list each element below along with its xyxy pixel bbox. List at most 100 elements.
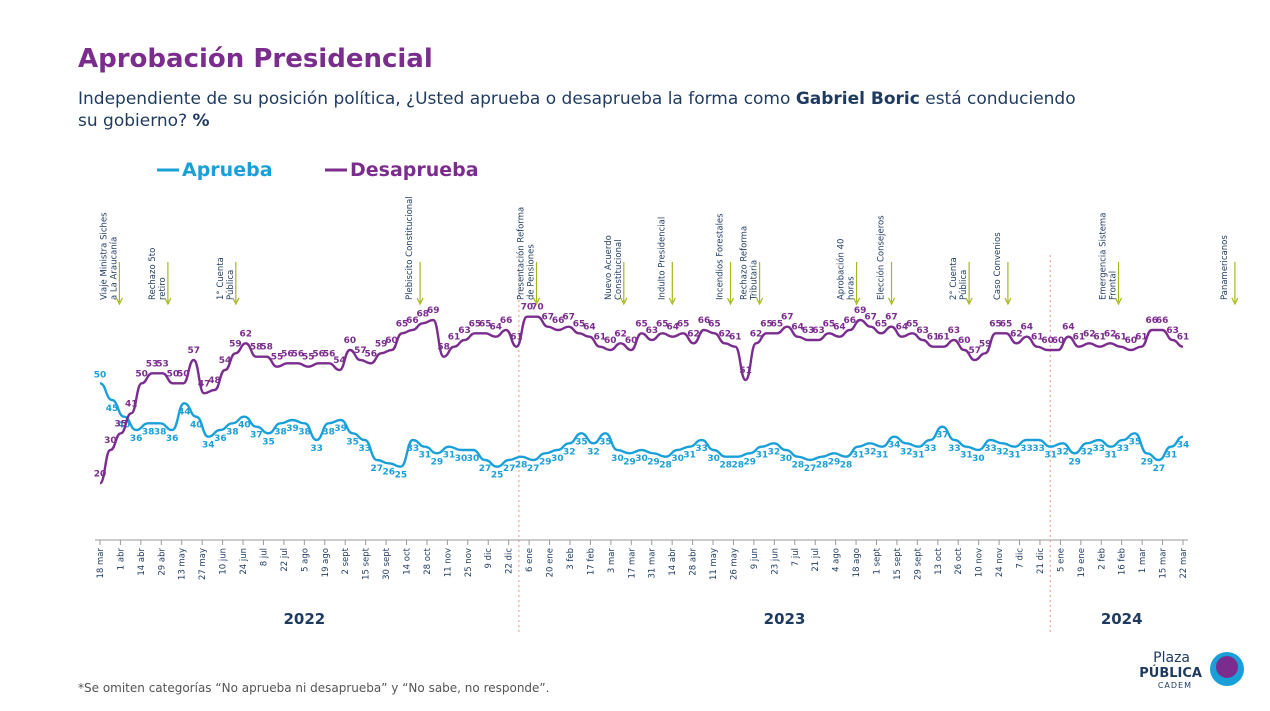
data-label-desaprueba: 64 <box>666 323 679 333</box>
event-label: retiro <box>158 277 168 300</box>
x-tick-label: 22 mar <box>1179 548 1189 579</box>
data-label-desaprueba: 65 <box>708 319 721 329</box>
data-label-desaprueba: 59 <box>979 339 992 349</box>
x-tick-label: 25 nov <box>464 548 474 577</box>
year-label: 2024 <box>1101 610 1143 628</box>
data-label-desaprueba: 63 <box>1166 326 1179 336</box>
data-label-aprueba: 37 <box>250 431 263 441</box>
data-label-aprueba: 32 <box>563 447 576 457</box>
x-tick-label: 10 jun <box>219 548 229 575</box>
data-label-desaprueba: 47 <box>198 379 211 389</box>
data-label-aprueba: 35 <box>1129 437 1142 447</box>
event-label: Emergencia Sistema <box>1099 213 1109 300</box>
data-label-aprueba: 50 <box>94 370 107 380</box>
data-label-aprueba: 33 <box>1032 444 1045 454</box>
series-line-aprueba <box>99 382 1184 468</box>
data-label-desaprueba: 60 <box>385 336 398 346</box>
legend-aprueba-label: Aprueba <box>182 159 273 181</box>
event-arrow-icon <box>232 297 240 306</box>
data-label-aprueba: 28 <box>515 461 528 471</box>
data-label-desaprueba: 70 <box>521 303 534 313</box>
data-label-desaprueba: 67 <box>562 313 575 323</box>
data-label-desaprueba: 57 <box>354 346 367 356</box>
logo-line3: CADEM <box>1157 681 1192 690</box>
event-label: Aprobación 40 <box>836 239 847 300</box>
data-label-desaprueba: 67 <box>542 313 555 323</box>
data-label-desaprueba: 61 <box>510 333 523 343</box>
data-label-aprueba: 35 <box>346 437 359 447</box>
data-label-aprueba: 38 <box>226 427 239 437</box>
data-label-desaprueba: 55 <box>302 353 315 363</box>
data-label-desaprueba: 62 <box>614 329 627 339</box>
x-tick-label: 21 dic <box>1036 548 1046 574</box>
data-label-desaprueba: 60 <box>1052 336 1065 346</box>
event-label: Incendios Forestales <box>716 213 726 300</box>
x-tick-label: 29 abr <box>157 548 167 576</box>
subtitle-pct: % <box>192 111 210 131</box>
data-label-aprueba: 31 <box>912 451 925 461</box>
data-label-aprueba: 26 <box>383 467 396 477</box>
data-label-desaprueba: 56 <box>323 349 336 359</box>
data-label-desaprueba: 61 <box>1114 333 1127 343</box>
data-label-aprueba: 30 <box>635 454 648 464</box>
data-label-aprueba: 27 <box>479 464 492 474</box>
data-label-aprueba: 27 <box>503 464 516 474</box>
data-label-aprueba: 31 <box>683 451 696 461</box>
data-label-desaprueba: 60 <box>625 336 638 346</box>
data-label-desaprueba: 62 <box>719 329 732 339</box>
x-tick-label: 1 sept <box>872 547 882 574</box>
data-label-aprueba: 32 <box>864 447 877 457</box>
x-tick-label: 22 jul <box>280 548 290 572</box>
event-arrow-icon <box>887 297 896 306</box>
data-label-desaprueba: 64 <box>489 323 502 333</box>
data-label-desaprueba: 62 <box>1104 329 1117 339</box>
data-label-aprueba: 44 <box>178 407 191 417</box>
data-label-aprueba: 33 <box>407 444 420 454</box>
event-label: Caso Convenios <box>993 232 1003 300</box>
x-tick-label: 15 sept <box>362 547 372 580</box>
data-label-aprueba: 29 <box>623 457 636 467</box>
data-label-aprueba: 32 <box>1080 447 1093 457</box>
x-tick-label: 10 nov <box>975 548 985 577</box>
data-label-aprueba: 40 <box>238 421 251 431</box>
x-tick-label: 20 ene <box>546 548 556 577</box>
data-label-desaprueba: 62 <box>1083 329 1096 339</box>
data-label-desaprueba: 62 <box>1010 329 1023 339</box>
x-tick-label: 28 oct <box>423 547 433 574</box>
data-label-desaprueba: 66 <box>552 316 565 326</box>
x-tick-label: 5 ene <box>1056 548 1066 572</box>
data-label-desaprueba: 66 <box>406 316 419 326</box>
data-label-aprueba: 33 <box>948 444 961 454</box>
data-label-aprueba: 27 <box>527 464 540 474</box>
x-tick-label: 15 mar <box>1159 548 1169 579</box>
event-label: Pública <box>959 270 969 300</box>
data-label-aprueba: 31 <box>419 451 432 461</box>
data-label-desaprueba: 53 <box>146 359 159 369</box>
data-label-aprueba: 35 <box>262 437 275 447</box>
data-label-desaprueba: 67 <box>885 313 898 323</box>
x-tick-label: 31 mar <box>648 548 658 579</box>
data-label-aprueba: 29 <box>1068 457 1081 467</box>
event-arrow-icon <box>164 297 172 306</box>
data-label-desaprueba: 65 <box>479 319 492 329</box>
data-label-desaprueba: 20 <box>94 469 107 479</box>
data-label-aprueba: 29 <box>744 457 757 467</box>
x-tick-label: 14 abr <box>668 548 678 576</box>
x-tick-label: 6 ene <box>525 548 535 572</box>
data-label-desaprueba: 57 <box>968 346 981 356</box>
data-label-aprueba: 35 <box>575 437 588 447</box>
data-label-desaprueba: 56 <box>312 349 325 359</box>
data-label-desaprueba: 58 <box>250 343 263 353</box>
data-label-aprueba: 31 <box>1105 451 1118 461</box>
event-label: a La Araucanía <box>109 237 119 300</box>
data-label-aprueba: 33 <box>1117 444 1130 454</box>
x-tick-label: 13 oct <box>934 547 944 574</box>
event-label: Plebiscito Constitucional <box>405 196 415 300</box>
data-label-desaprueba: 69 <box>854 306 867 316</box>
data-label-desaprueba: 64 <box>833 323 846 333</box>
data-label-aprueba: 32 <box>1056 447 1069 457</box>
data-label-aprueba: 38 <box>322 427 335 437</box>
event-label: Pública <box>226 270 236 300</box>
data-label-aprueba: 34 <box>888 441 901 451</box>
